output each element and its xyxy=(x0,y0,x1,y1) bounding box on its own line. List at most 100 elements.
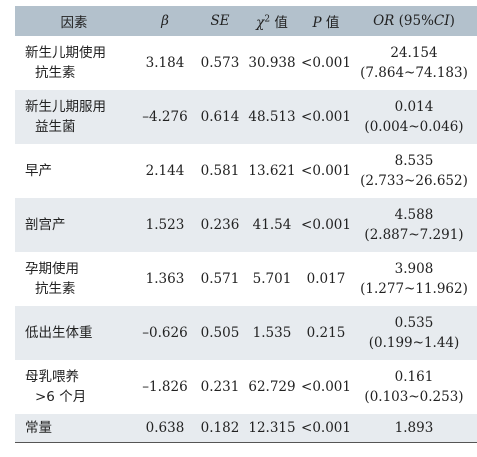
factor-cell: 母乳喂养 >6 个月 xyxy=(15,360,133,414)
beta-cell: 3.184 xyxy=(145,55,185,71)
p-cell: 0.215 xyxy=(301,306,351,360)
header-chi-symbol: χ xyxy=(256,15,265,31)
p-cell: <0.001 xyxy=(301,90,351,144)
header-p-symbol: P xyxy=(312,15,322,31)
header-factor: 因素 xyxy=(15,6,133,36)
table-row: 常量 0.638 0.182 12.315 <0.001 1.893 xyxy=(15,414,477,443)
regression-table: 因素 β SE χ2 值 P 值 OR (95%CI) 新生儿期使用抗生素 3.… xyxy=(15,6,477,443)
se-cell: 0.571 xyxy=(200,271,240,287)
factor-line2: 益生菌 xyxy=(35,119,76,135)
se-cell: 0.236 xyxy=(197,198,243,252)
beta-cell: 1.523 xyxy=(133,198,197,252)
factor-line1: 新生儿期使用 xyxy=(25,45,106,61)
header-chi-suffix: 值 xyxy=(270,15,288,31)
table-row: 低出生体重 –0.626 0.505 1.535 0.215 0.535 (0.1… xyxy=(15,306,477,360)
factor-line2: >6 个月 xyxy=(35,389,87,405)
p-cell: <0.001 xyxy=(301,198,351,252)
header-p: P 值 xyxy=(301,6,351,36)
p-cell: <0.001 xyxy=(301,414,351,443)
or-value: 8.535 xyxy=(394,153,434,169)
factor-line1: 孕期使用 xyxy=(25,261,79,277)
beta-cell: –1.826 xyxy=(142,379,188,395)
header-or-suffix: (95% xyxy=(394,13,434,29)
p-cell: 0.017 xyxy=(306,271,346,287)
factor-line2: 抗生素 xyxy=(35,65,76,81)
factor-cell: 新生儿期使用抗生素 xyxy=(15,36,133,90)
factor-cell: 低出生体重 xyxy=(15,306,133,360)
factor-line1: 早产 xyxy=(25,163,52,179)
p-cell: <0.001 xyxy=(301,55,351,71)
factor-cell: 剖宫产 xyxy=(15,198,133,252)
header-row: 因素 β SE χ2 值 P 值 OR (95%CI) xyxy=(15,6,477,36)
factor-line2: 抗生素 xyxy=(35,281,76,297)
or-value: 1.893 xyxy=(394,420,434,436)
beta-cell: 2.144 xyxy=(145,163,185,179)
table-row: 早产 2.144 0.581 13.621 <0.001 8.535 (2.733… xyxy=(15,144,477,198)
or-value: 0.014 xyxy=(394,99,434,115)
header-p-suffix: 值 xyxy=(321,15,340,31)
chi2-cell: 1.535 xyxy=(243,306,301,360)
or-ci: (2.733~26.652) xyxy=(360,173,468,189)
beta-cell: 0.638 xyxy=(133,414,197,443)
or-value: 0.535 xyxy=(394,315,434,331)
header-or: OR (95%CI) xyxy=(351,6,477,36)
chi2-cell: 48.513 xyxy=(243,90,301,144)
beta-cell: –4.276 xyxy=(133,90,197,144)
or-ci: (0.004~0.046) xyxy=(364,119,464,135)
chi2-cell: 12.315 xyxy=(243,414,301,443)
beta-cell: –0.626 xyxy=(133,306,197,360)
header-se: SE xyxy=(197,6,243,36)
or-cell: 3.908 (1.277~11.962) xyxy=(351,252,477,306)
or-value: 3.908 xyxy=(394,261,434,277)
or-cell: 0.161 (0.103~0.253) xyxy=(351,360,477,414)
header-beta: β xyxy=(133,6,197,36)
or-cell: 0.535 (0.199~1.44) xyxy=(351,306,477,360)
header-chi-sup: 2 xyxy=(264,14,271,25)
p-cell: <0.001 xyxy=(301,379,351,395)
se-cell: 0.581 xyxy=(200,163,240,179)
chi2-cell: 5.701 xyxy=(252,271,292,287)
or-cell: 4.588 (2.887~7.291) xyxy=(351,198,477,252)
factor-line1: 新生儿期服用 xyxy=(25,99,106,115)
se-cell: 0.182 xyxy=(197,414,243,443)
header-ci-close: ) xyxy=(449,13,455,29)
or-ci: (0.103~0.253) xyxy=(364,389,464,405)
chi2-cell: 41.54 xyxy=(243,198,301,252)
or-ci: (7.864~74.183) xyxy=(360,65,468,81)
factor-line1: 低出生体重 xyxy=(25,325,93,341)
factor-cell: 孕期使用抗生素 xyxy=(15,252,133,306)
regression-table-container: 因素 β SE χ2 值 P 值 OR (95%CI) 新生儿期使用抗生素 3.… xyxy=(15,6,477,443)
or-ci: (0.199~1.44) xyxy=(368,335,460,351)
p-cell: <0.001 xyxy=(301,163,351,179)
beta-cell: 1.363 xyxy=(145,271,185,287)
or-value: 0.161 xyxy=(394,369,434,385)
chi2-cell: 30.938 xyxy=(248,55,296,71)
header-chi2: χ2 值 xyxy=(243,6,301,36)
header-ci-symbol: CI xyxy=(433,13,450,29)
se-cell: 0.614 xyxy=(197,90,243,144)
or-ci: (2.887~7.291) xyxy=(364,227,464,243)
se-cell: 0.573 xyxy=(200,55,240,71)
header-or-symbol: OR xyxy=(373,13,395,29)
or-cell: 8.535 (2.733~26.652) xyxy=(351,144,477,198)
table-row: 孕期使用抗生素 1.363 0.571 5.701 0.017 3.908 (1.… xyxy=(15,252,477,306)
or-cell: 1.893 xyxy=(351,414,477,443)
chi2-cell: 62.729 xyxy=(248,379,296,395)
factor-cell: 常量 xyxy=(15,414,133,443)
se-cell: 0.505 xyxy=(197,306,243,360)
or-cell: 0.014 (0.004~0.046) xyxy=(351,90,477,144)
table-row: 新生儿期服用益生菌 –4.276 0.614 48.513 <0.001 0.0… xyxy=(15,90,477,144)
table-row: 剖宫产 1.523 0.236 41.54 <0.001 4.588 (2.887… xyxy=(15,198,477,252)
or-cell: 24.154 (7.864~74.183) xyxy=(351,36,477,90)
table-row: 母乳喂养 >6 个月 –1.826 0.231 62.729 <0.001 0.1… xyxy=(15,360,477,414)
factor-line1: 剖宫产 xyxy=(25,217,66,233)
factor-cell: 早产 xyxy=(15,144,133,198)
table-row: 新生儿期使用抗生素 3.184 0.573 30.938 <0.001 24.1… xyxy=(15,36,477,90)
se-cell: 0.231 xyxy=(200,379,240,395)
factor-line1: 母乳喂养 xyxy=(25,369,79,385)
or-ci: (1.277~11.962) xyxy=(360,281,468,297)
or-value: 4.588 xyxy=(394,207,434,223)
factor-cell: 新生儿期服用益生菌 xyxy=(15,90,133,144)
or-value: 24.154 xyxy=(390,45,438,61)
chi2-cell: 13.621 xyxy=(248,163,296,179)
